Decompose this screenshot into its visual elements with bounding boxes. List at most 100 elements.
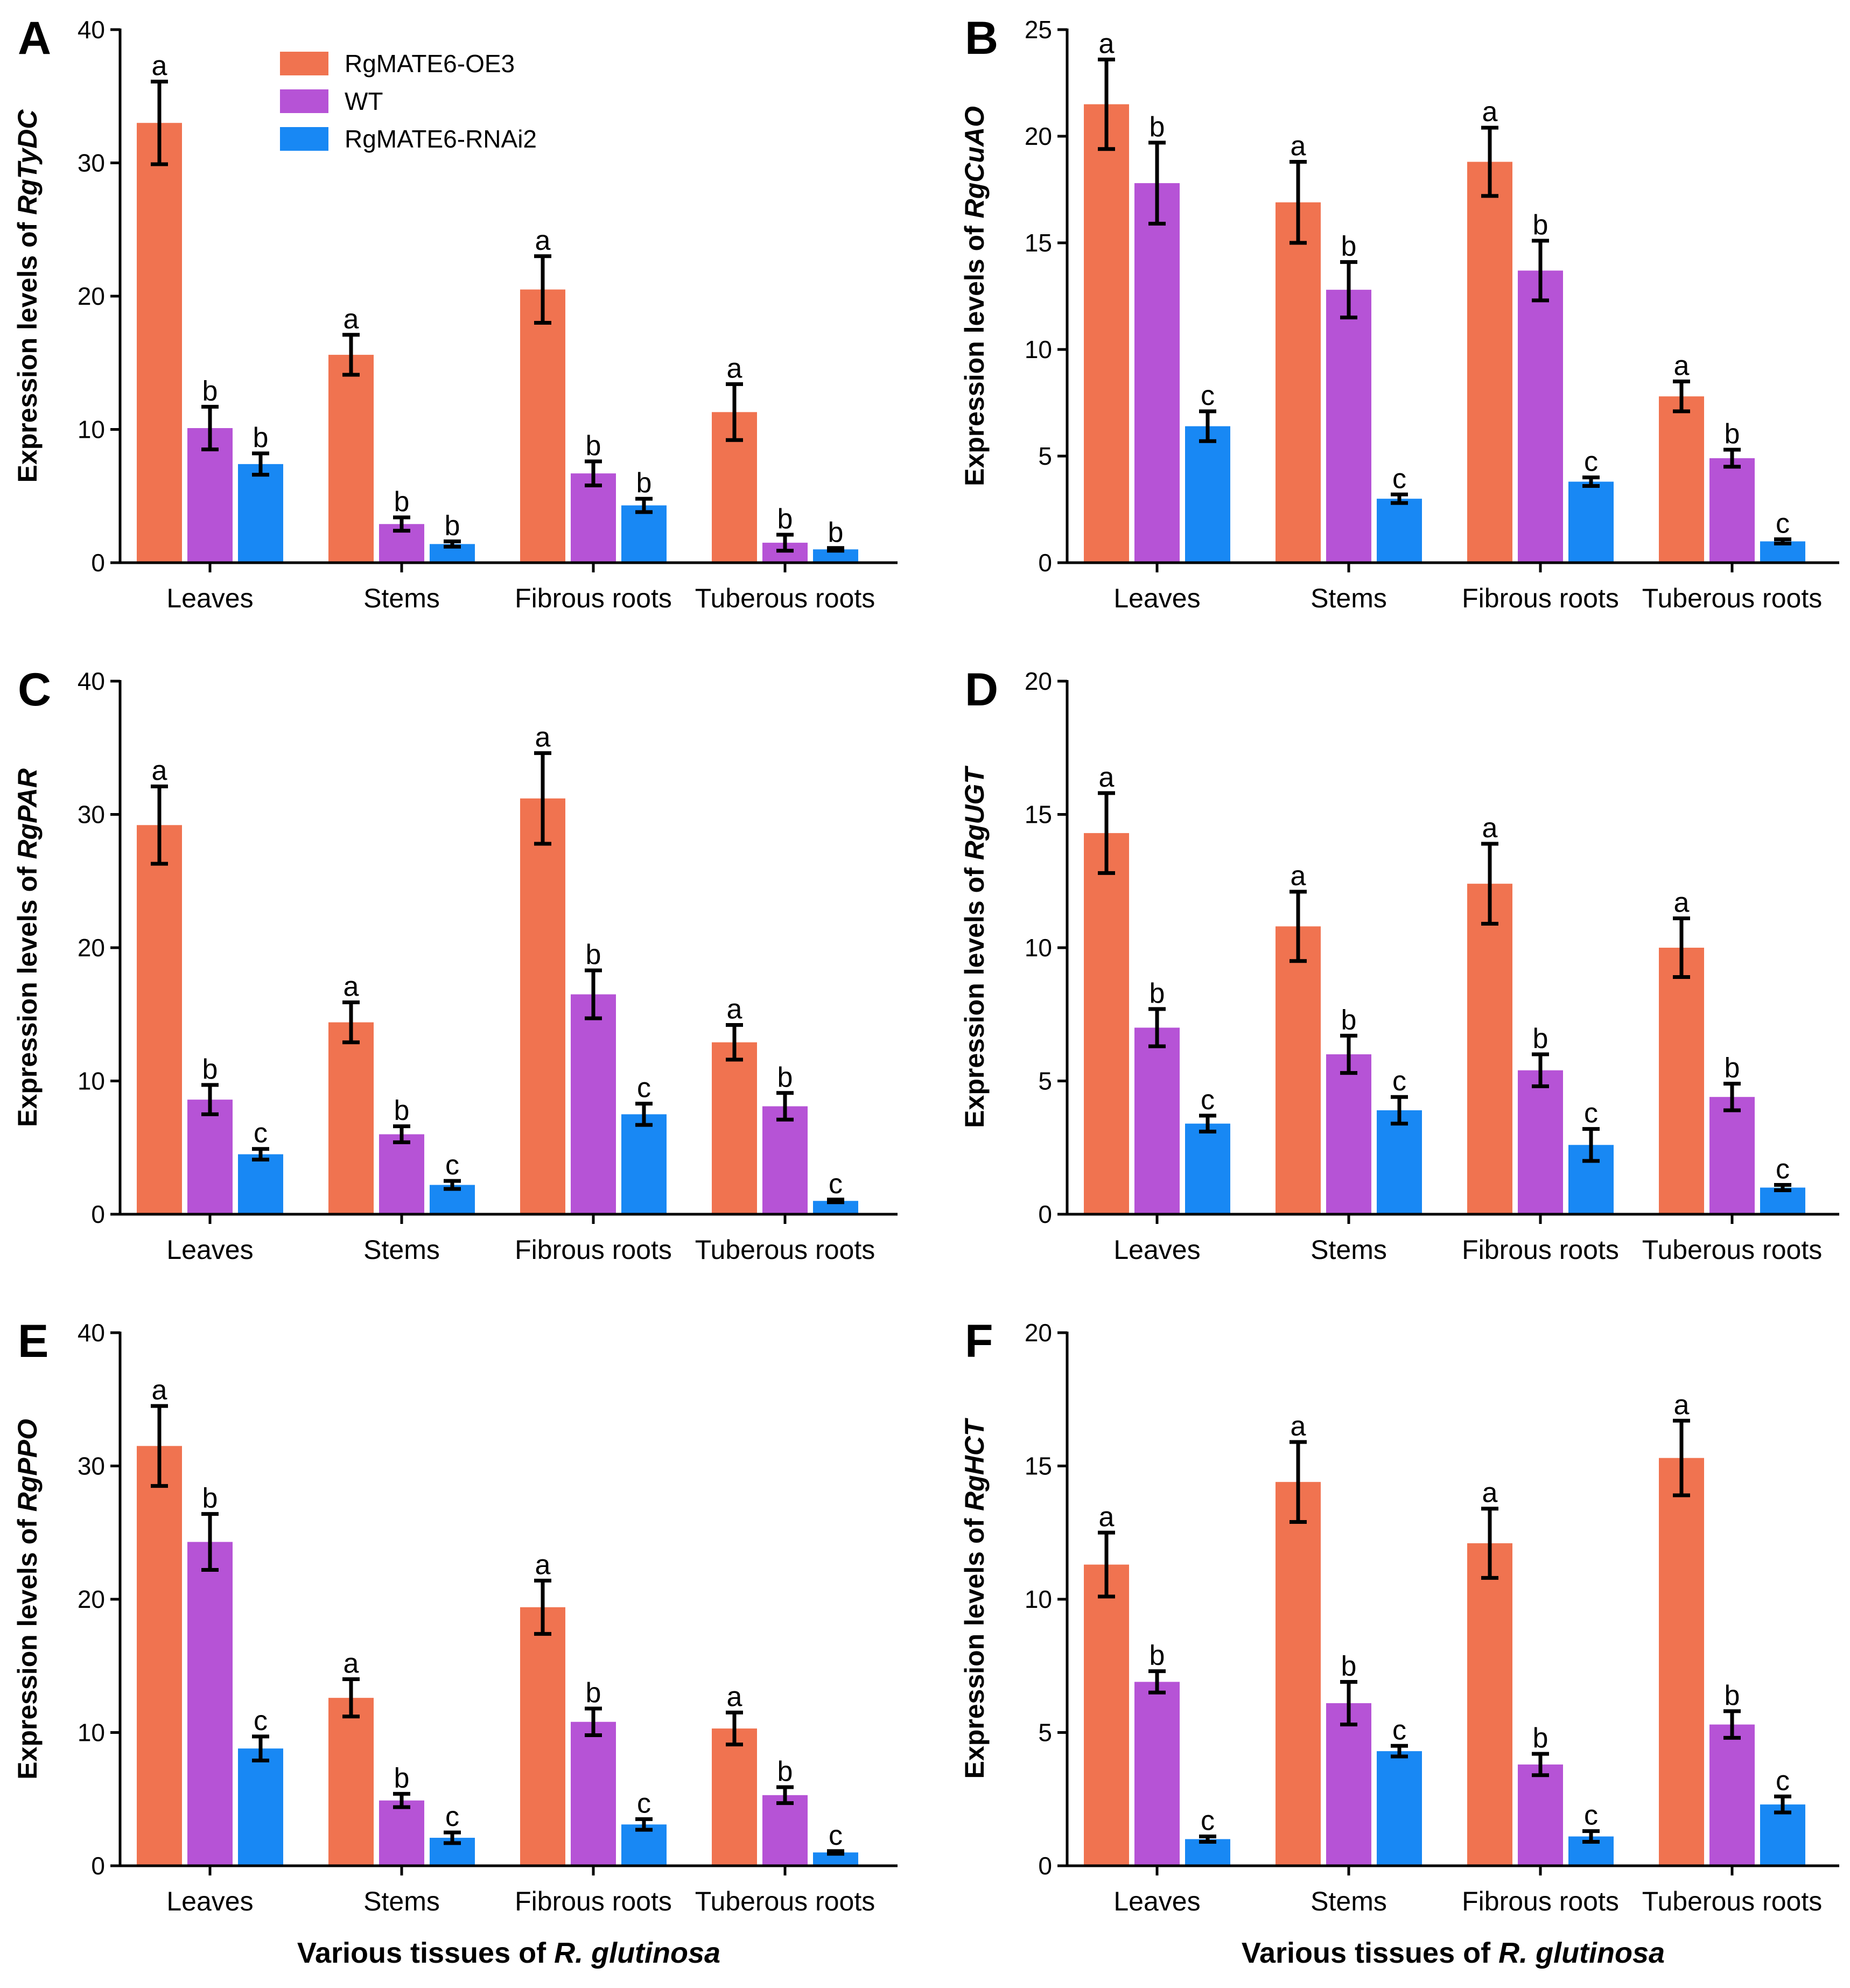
bar <box>520 289 565 563</box>
y-tick-label: 10 <box>78 416 105 444</box>
y-tick-label: 25 <box>1025 16 1052 44</box>
significance-letter: c <box>1776 508 1790 539</box>
bar <box>621 1114 667 1214</box>
bar <box>1518 1764 1563 1866</box>
bar <box>1518 1070 1563 1214</box>
category-label: Tuberous roots <box>1642 583 1822 613</box>
bar <box>712 1042 757 1214</box>
chart-panel-f: Fa b c Leaves a b c Stems a b c Fibrous roots a b c Tub… <box>959 1315 1839 1916</box>
y-tick-label: 0 <box>91 1852 105 1880</box>
error-bar <box>534 751 551 846</box>
y-tick-label: 0 <box>1038 1200 1052 1228</box>
y-axis-title-gene: RgHCT <box>959 1417 990 1511</box>
error-bar <box>776 1785 794 1805</box>
category-label: Fibrous roots <box>1462 1235 1619 1265</box>
significance-letter: b <box>1150 1640 1165 1671</box>
category-label: Tuberous roots <box>695 1235 875 1265</box>
x-axis-title-prefix: Various tissues of <box>1242 1937 1498 1969</box>
error-bar <box>1148 141 1166 226</box>
significance-letter: a <box>727 353 742 384</box>
error-bar <box>1098 791 1115 875</box>
significance-letter: c <box>637 1073 651 1104</box>
y-axis-title-prefix: Expression levels of <box>12 215 43 482</box>
significance-letter: c <box>1584 446 1598 478</box>
bar <box>1084 833 1129 1214</box>
bar <box>137 1446 182 1866</box>
category-label: Leaves <box>166 1235 253 1265</box>
y-axis-title-prefix: Expression levels of <box>12 859 43 1127</box>
error-bar <box>1148 1669 1166 1695</box>
error-bar <box>776 533 794 553</box>
error-bar <box>1098 57 1115 151</box>
significance-letter: b <box>394 1762 410 1794</box>
error-bar <box>585 1706 602 1737</box>
bar <box>1326 1703 1371 1866</box>
significance-letter: b <box>1533 209 1548 241</box>
significance-letter: b <box>394 1095 410 1126</box>
significance-letter: a <box>1099 28 1115 59</box>
error-bar <box>444 1179 461 1191</box>
bar <box>1185 426 1230 563</box>
significance-letter: a <box>152 755 167 787</box>
category-label: Leaves <box>166 1886 253 1916</box>
bar <box>762 1106 808 1214</box>
error-bar <box>1481 125 1498 198</box>
significance-letter: b <box>253 422 269 453</box>
error-bar <box>151 80 168 166</box>
significance-letter: b <box>1150 111 1165 143</box>
category-label: Stems <box>1311 1886 1387 1916</box>
bar <box>1084 104 1129 563</box>
error-bar <box>1340 1679 1357 1727</box>
chart-panel-c: Ca b c Leaves a b c Stems a b c Fibrous roots a b c Tub… <box>12 664 898 1265</box>
bar <box>1134 183 1180 563</box>
chart-panel-e: Ea b c Leaves a b c Stems a b c Fibrous roots a b c Tub… <box>12 1315 898 1916</box>
y-tick-label: 20 <box>1025 667 1052 695</box>
bar <box>1377 1751 1422 1866</box>
error-bar <box>151 1404 168 1488</box>
error-bar <box>1673 916 1690 979</box>
bar <box>1084 1564 1129 1866</box>
significance-letter: a <box>1482 1478 1498 1509</box>
category-label: Stems <box>363 583 440 613</box>
significance-letter: b <box>586 939 601 970</box>
y-tick-label: 10 <box>1025 335 1052 363</box>
y-tick-label: 40 <box>78 667 105 695</box>
significance-letter: a <box>1099 1501 1115 1532</box>
error-bar <box>444 539 461 549</box>
bar <box>1377 1110 1422 1214</box>
category-label: Tuberous roots <box>1642 1235 1822 1265</box>
error-bar <box>1723 1709 1741 1740</box>
y-axis-title-prefix: Expression levels of <box>12 1511 43 1779</box>
significance-letter: a <box>1674 887 1690 919</box>
error-bar <box>776 1091 794 1122</box>
chart-panel-a: Aa b b Leaves a b b Stems a b b Fibrous roots a b b Tub… <box>12 12 898 613</box>
significance-letter: b <box>202 375 218 407</box>
bar <box>1276 926 1321 1214</box>
significance-letter: c <box>445 1801 459 1832</box>
bar <box>762 1795 808 1866</box>
y-tick-label: 10 <box>78 1067 105 1095</box>
y-axis-title: Expression levels of RgUGT <box>959 765 990 1128</box>
y-tick-label: 40 <box>78 1319 105 1347</box>
y-tick-label: 10 <box>1025 1585 1052 1613</box>
significance-letter: a <box>1291 131 1306 162</box>
error-bar <box>534 254 551 325</box>
y-axis-title-gene: RgUGT <box>959 765 990 860</box>
error-bar <box>1532 1752 1549 1777</box>
error-bar <box>1391 492 1408 505</box>
error-bar <box>1582 1829 1600 1844</box>
legend: RgMATE6-OE3 WT RgMATE6-RNAi2 <box>280 50 537 153</box>
significance-letter: c <box>1776 1765 1790 1796</box>
bar <box>1760 1804 1805 1866</box>
error-bar <box>1391 1095 1408 1126</box>
y-tick-label: 15 <box>1025 229 1052 257</box>
significance-letter: b <box>777 1756 793 1787</box>
error-bar <box>635 496 653 514</box>
error-bar <box>827 1849 844 1856</box>
significance-letter: a <box>1291 860 1306 892</box>
bar <box>328 354 374 563</box>
significance-letter: b <box>394 486 410 517</box>
y-axis-title-prefix: Expression levels of <box>959 860 990 1128</box>
category-label: Tuberous roots <box>1642 1886 1822 1916</box>
